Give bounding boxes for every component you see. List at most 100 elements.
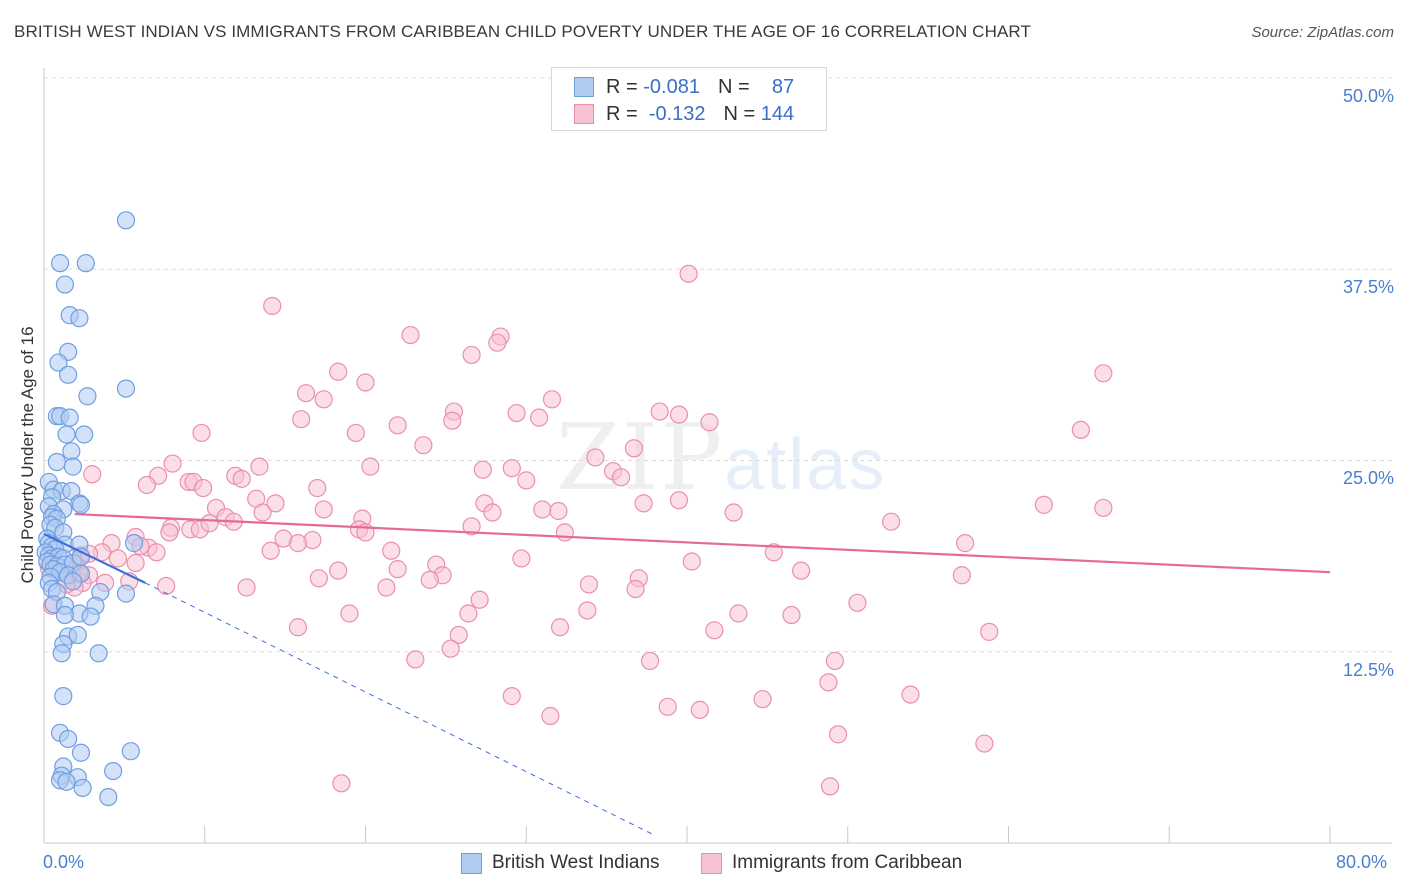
data-point xyxy=(443,411,462,430)
chart-title: BRITISH WEST INDIAN VS IMMIGRANTS FROM C… xyxy=(14,22,1031,41)
data-point xyxy=(488,333,507,352)
data-point xyxy=(108,549,128,568)
data-point xyxy=(55,275,74,294)
data-point xyxy=(83,465,102,484)
data-point xyxy=(116,379,136,398)
data-point xyxy=(57,772,76,791)
data-point xyxy=(579,575,599,594)
legend-n-label: N = xyxy=(717,75,750,98)
x-tick-label-min: 0.0% xyxy=(43,852,85,872)
data-point xyxy=(332,774,351,793)
data-point xyxy=(59,729,78,749)
data-point xyxy=(104,761,123,781)
data-point xyxy=(261,541,280,560)
trend-line-british-west-indians xyxy=(43,532,146,584)
data-point xyxy=(49,353,68,372)
data-point xyxy=(533,500,552,519)
data-point xyxy=(420,570,439,589)
data-point xyxy=(68,625,87,645)
data-point xyxy=(541,706,560,726)
legend-swatch-pink xyxy=(574,104,594,124)
data-point xyxy=(980,622,999,641)
data-point xyxy=(116,584,136,603)
data-point xyxy=(89,644,108,663)
data-point xyxy=(483,503,502,522)
data-point xyxy=(308,478,327,498)
data-point xyxy=(377,578,396,597)
data-point xyxy=(192,423,211,443)
data-point xyxy=(586,448,605,467)
data-point xyxy=(819,673,838,692)
data-point xyxy=(848,593,867,612)
data-point xyxy=(441,639,460,658)
data-point xyxy=(263,296,282,316)
data-point xyxy=(542,390,562,409)
data-point xyxy=(250,457,269,476)
legend-r-label: R = xyxy=(606,75,638,98)
data-point xyxy=(329,561,348,580)
data-point xyxy=(473,460,492,479)
data-point xyxy=(1034,495,1053,514)
data-point xyxy=(820,777,840,796)
data-point xyxy=(578,601,597,620)
data-point xyxy=(309,569,328,588)
trend-line-british-west-indians-extrapolated xyxy=(145,582,656,836)
data-point xyxy=(163,454,182,473)
data-point xyxy=(462,517,481,536)
data-point xyxy=(63,457,83,476)
data-point xyxy=(346,423,365,443)
data-point xyxy=(57,425,76,444)
data-point xyxy=(414,436,433,455)
series-legend-item-pink: Immigrants from Caribbean xyxy=(701,852,962,874)
data-point xyxy=(314,500,333,519)
data-point xyxy=(59,365,78,384)
data-point xyxy=(611,468,631,487)
data-point xyxy=(901,685,920,704)
immigrants-from-caribbean-points xyxy=(39,264,1113,796)
data-point xyxy=(52,644,71,663)
data-point xyxy=(76,254,95,273)
data-point xyxy=(116,211,136,230)
data-point xyxy=(470,590,489,609)
series-legend-item-blue: British West Indians xyxy=(461,852,660,874)
data-point xyxy=(530,408,549,427)
data-point xyxy=(314,390,333,409)
data-point xyxy=(73,778,92,798)
data-point xyxy=(679,264,698,283)
data-point xyxy=(78,387,97,406)
data-point xyxy=(388,560,407,579)
data-point xyxy=(71,495,91,514)
data-point xyxy=(200,514,219,533)
data-point xyxy=(782,605,801,625)
data-point xyxy=(194,478,213,498)
data-point xyxy=(70,309,89,328)
data-point xyxy=(406,650,425,669)
data-point xyxy=(690,700,709,719)
british-west-indians-points xyxy=(36,211,144,807)
data-point xyxy=(99,787,118,807)
data-point xyxy=(669,491,689,510)
data-point xyxy=(47,452,66,472)
data-point xyxy=(1094,364,1113,383)
data-point xyxy=(825,651,844,671)
data-point xyxy=(81,607,100,626)
legend-row-blue: R = -0.081 N = 87 xyxy=(574,74,794,100)
data-point xyxy=(147,543,166,562)
data-point xyxy=(658,697,677,716)
correlation-legend: R = -0.081 N = 87 R = -0.132 N = 144 xyxy=(551,67,827,131)
y-tick-label-37-5: 37.5% xyxy=(1342,277,1394,297)
data-point xyxy=(288,618,308,637)
data-point xyxy=(650,402,669,421)
data-point xyxy=(517,471,536,490)
data-point xyxy=(340,604,359,623)
data-point xyxy=(764,543,783,562)
data-point xyxy=(296,384,316,403)
data-point xyxy=(356,373,375,392)
data-point xyxy=(361,457,380,476)
data-point xyxy=(237,578,256,597)
legend-r-value: -0.081 xyxy=(643,75,700,98)
data-point xyxy=(952,566,971,585)
x-tick-label-max: 80.0% xyxy=(1336,852,1388,872)
data-point xyxy=(388,416,407,435)
